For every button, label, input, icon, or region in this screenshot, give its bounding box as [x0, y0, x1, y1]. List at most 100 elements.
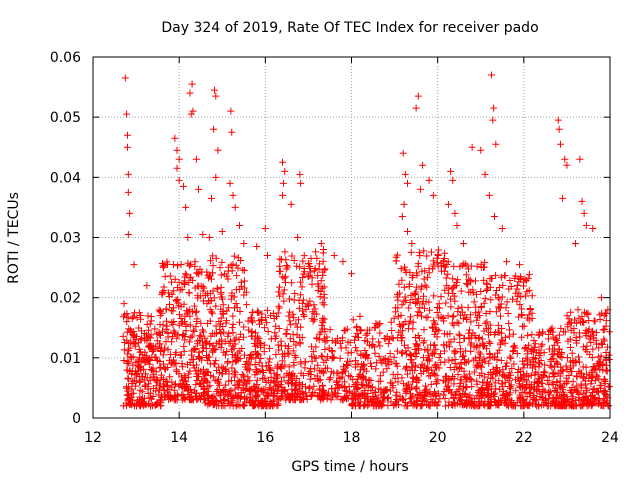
- data-point: [397, 322, 405, 330]
- data-point: [141, 348, 149, 356]
- data-point: [414, 295, 422, 303]
- data-point: [505, 326, 513, 334]
- data-point: [452, 348, 460, 356]
- data-point: [421, 281, 429, 289]
- data-point: [376, 329, 384, 337]
- data-point: [451, 209, 459, 217]
- data-point: [156, 340, 164, 348]
- data-point: [583, 309, 591, 317]
- data-point: [390, 353, 398, 361]
- data-point: [360, 382, 368, 390]
- data-point: [230, 393, 238, 401]
- data-point: [568, 349, 576, 357]
- data-point: [555, 331, 563, 339]
- data-point: [464, 304, 472, 312]
- data-point: [499, 366, 507, 374]
- data-point: [399, 149, 407, 157]
- data-point: [571, 357, 579, 365]
- x-axis-label: GPS time / hours: [291, 459, 408, 475]
- data-point: [420, 362, 428, 370]
- data-point: [198, 382, 206, 390]
- data-point: [307, 268, 315, 276]
- data-point: [566, 358, 574, 366]
- data-point: [236, 347, 244, 355]
- data-point: [290, 314, 298, 322]
- data-point: [237, 257, 245, 265]
- data-point: [589, 362, 597, 370]
- data-point: [192, 323, 200, 331]
- data-point: [169, 320, 177, 328]
- data-point: [498, 336, 506, 344]
- data-point: [398, 301, 406, 309]
- data-point: [328, 393, 336, 401]
- data-point: [562, 362, 570, 370]
- data-point: [531, 340, 539, 348]
- data-point: [194, 269, 202, 277]
- data-point: [275, 396, 283, 404]
- data-point: [583, 399, 591, 407]
- data-point: [429, 369, 437, 377]
- data-point: [491, 379, 499, 387]
- data-point: [551, 335, 559, 343]
- data-point: [405, 304, 413, 312]
- data-point: [272, 350, 280, 358]
- data-point: [588, 374, 596, 382]
- data-point: [170, 287, 178, 295]
- data-point: [595, 344, 603, 352]
- data-point: [188, 332, 196, 340]
- data-point: [402, 347, 410, 355]
- data-point: [292, 341, 300, 349]
- data-point: [309, 348, 317, 356]
- data-point: [450, 262, 458, 270]
- data-point: [460, 372, 468, 380]
- x-tick-label: 16: [256, 430, 274, 446]
- data-point: [144, 356, 152, 364]
- data-point: [262, 400, 270, 408]
- data-point: [486, 402, 494, 410]
- data-point: [495, 401, 503, 409]
- data-point: [513, 297, 521, 305]
- data-point: [237, 389, 245, 397]
- data-point: [246, 393, 254, 401]
- data-point: [275, 346, 283, 354]
- data-point: [209, 401, 217, 409]
- data-point: [493, 349, 501, 357]
- data-point: [519, 402, 527, 410]
- data-point: [429, 391, 437, 399]
- data-point: [267, 312, 275, 320]
- data-point: [393, 388, 401, 396]
- data-point: [407, 248, 415, 256]
- data-point: [340, 327, 348, 335]
- data-point: [193, 337, 201, 345]
- data-point: [392, 360, 400, 368]
- data-point: [315, 393, 323, 401]
- data-point: [426, 402, 434, 410]
- data-point: [193, 317, 201, 325]
- data-point: [312, 248, 320, 256]
- data-point: [245, 326, 253, 334]
- data-point: [443, 282, 451, 290]
- data-point: [579, 373, 587, 381]
- data-point: [188, 356, 196, 364]
- data-point: [281, 350, 289, 358]
- data-point: [449, 401, 457, 409]
- data-point: [431, 328, 439, 336]
- data-point: [168, 394, 176, 402]
- data-point: [457, 397, 465, 405]
- data-point: [508, 295, 516, 303]
- data-point: [353, 323, 361, 331]
- data-point: [189, 107, 197, 115]
- data-point: [409, 373, 417, 381]
- data-point: [425, 372, 433, 380]
- data-point: [175, 155, 183, 163]
- data-point: [212, 357, 220, 365]
- data-point: [332, 377, 340, 385]
- data-point: [310, 301, 318, 309]
- data-point: [535, 331, 543, 339]
- data-point: [399, 395, 407, 403]
- data-point: [290, 256, 298, 264]
- data-point: [555, 125, 563, 133]
- data-point: [418, 312, 426, 320]
- data-point: [487, 398, 495, 406]
- data-point: [356, 312, 364, 320]
